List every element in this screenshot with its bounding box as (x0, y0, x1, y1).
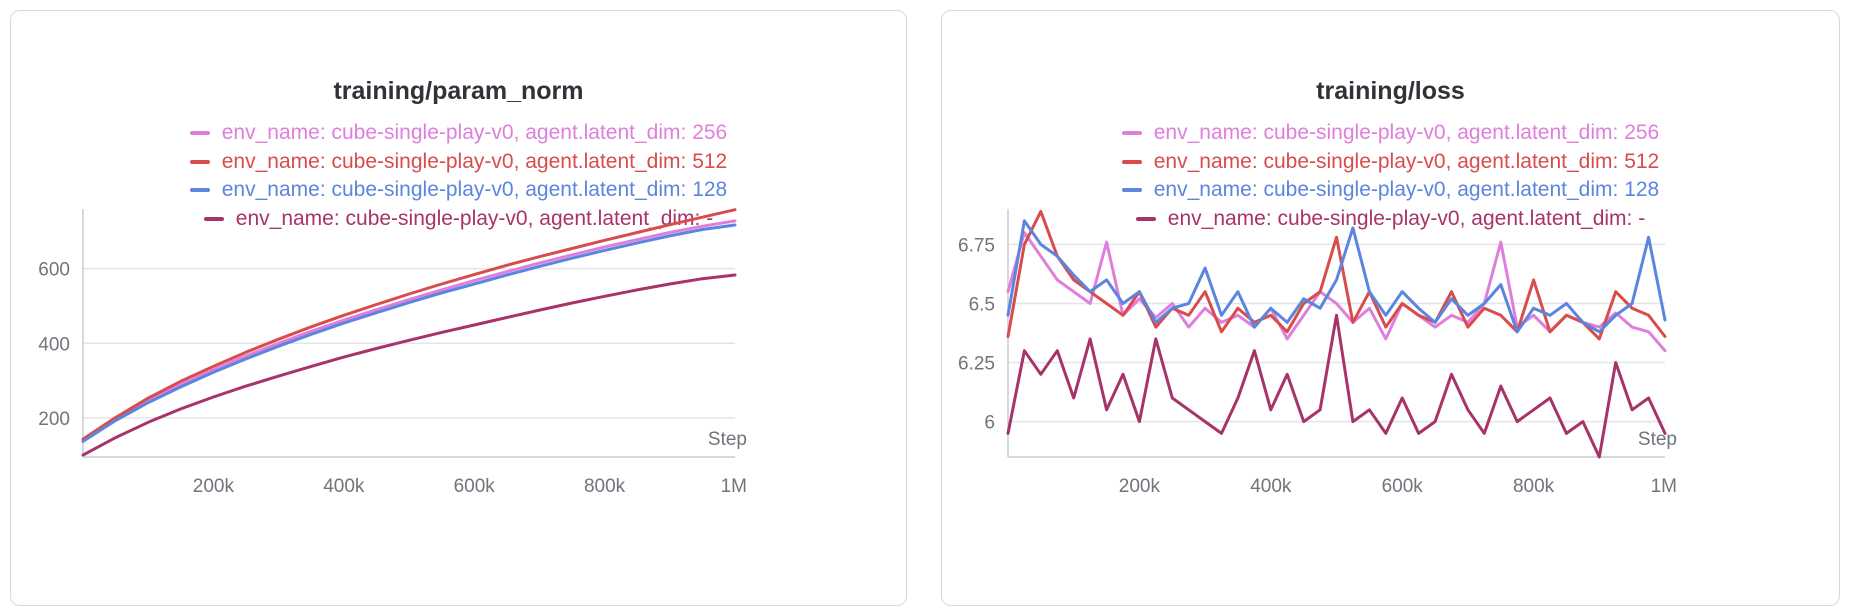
y-tick-label: 6 (984, 413, 995, 434)
x-tick-label: 800k (584, 476, 626, 497)
chart-legend: env_name: cube-single-play-v0, agent.lat… (942, 119, 1839, 233)
legend-swatch (1135, 216, 1156, 221)
line-chart-loss: 6 6.25 6.5 6.75 200k 400k 600k 800k 1M Step (958, 209, 1677, 497)
x-tick-label: 800k (1513, 476, 1555, 497)
series-line-0[interactable] (81, 219, 737, 442)
x-tick-label: 400k (1250, 476, 1292, 497)
legend-swatch (1121, 159, 1142, 164)
legend-item-latent-512[interactable]: env_name: cube-single-play-v0, agent.lat… (1121, 148, 1660, 177)
legend-label: env_name: cube-single-play-v0, agent.lat… (1153, 149, 1660, 173)
y-tick-label: 400 (38, 334, 70, 355)
legend-swatch (189, 188, 210, 193)
legend-swatch (1121, 188, 1142, 193)
legend-item-latent-256[interactable]: env_name: cube-single-play-v0, agent.lat… (189, 119, 728, 148)
x-tick-label: 600k (454, 476, 496, 497)
legend-label: env_name: cube-single-play-v0, agent.lat… (221, 121, 728, 145)
legend-item-latent-512[interactable]: env_name: cube-single-play-v0, agent.lat… (189, 148, 728, 177)
x-tick-label: 200k (193, 476, 235, 497)
y-tick-label: 6.25 (958, 354, 995, 375)
x-tick-label: 200k (1119, 476, 1161, 497)
x-tick-label: 400k (323, 476, 365, 497)
chart-legend: env_name: cube-single-play-v0, agent.lat… (11, 119, 906, 233)
y-tick-label: 600 (38, 260, 70, 281)
legend-swatch (189, 159, 210, 164)
legend-item-latent-256[interactable]: env_name: cube-single-play-v0, agent.lat… (1121, 119, 1660, 148)
chart-title: training/loss (1316, 77, 1465, 105)
legend-item-latent-none[interactable]: env_name: cube-single-play-v0, agent.lat… (1135, 205, 1646, 234)
y-tick-label: 6.5 (969, 294, 995, 315)
legend-label: env_name: cube-single-play-v0, agent.lat… (221, 149, 728, 173)
legend-label: env_name: cube-single-play-v0, agent.lat… (1153, 121, 1660, 145)
series-line-0[interactable] (1006, 231, 1667, 353)
series-line-2[interactable] (81, 223, 737, 443)
x-axis-label: Step (708, 429, 747, 450)
chart-panel-loss: training/loss env_name: cube-single-play… (941, 10, 1840, 606)
legend-item-latent-none[interactable]: env_name: cube-single-play-v0, agent.lat… (203, 205, 714, 234)
chart-panel-param-norm: training/param_norm env_name: cube-singl… (10, 10, 907, 606)
legend-label: env_name: cube-single-play-v0, agent.lat… (1153, 178, 1660, 202)
x-tick-label: 1M (1651, 476, 1677, 497)
x-tick-label: 600k (1382, 476, 1424, 497)
series-line-2[interactable] (1006, 219, 1667, 334)
line-chart-param-norm: 200 400 600 200k 400k 600k 800k 1M Step (38, 208, 747, 497)
legend-label: env_name: cube-single-play-v0, agent.lat… (235, 206, 714, 230)
y-tick-label: 200 (38, 409, 70, 430)
legend-swatch (189, 131, 210, 136)
y-tick-label: 6.75 (958, 235, 995, 256)
series-line-3[interactable] (81, 273, 737, 457)
x-axis-label: Step (1638, 429, 1677, 450)
legend-item-latent-128[interactable]: env_name: cube-single-play-v0, agent.lat… (189, 176, 728, 205)
legend-item-latent-128[interactable]: env_name: cube-single-play-v0, agent.lat… (1121, 176, 1660, 205)
legend-swatch (203, 216, 224, 221)
legend-label: env_name: cube-single-play-v0, agent.lat… (1167, 206, 1646, 230)
legend-swatch (1121, 131, 1142, 136)
chart-title: training/param_norm (333, 77, 584, 105)
x-tick-label: 1M (721, 476, 747, 497)
series-line-3[interactable] (1006, 313, 1667, 459)
series-line-1[interactable] (1006, 209, 1667, 341)
legend-label: env_name: cube-single-play-v0, agent.lat… (221, 178, 728, 202)
series-line-1[interactable] (81, 208, 737, 441)
